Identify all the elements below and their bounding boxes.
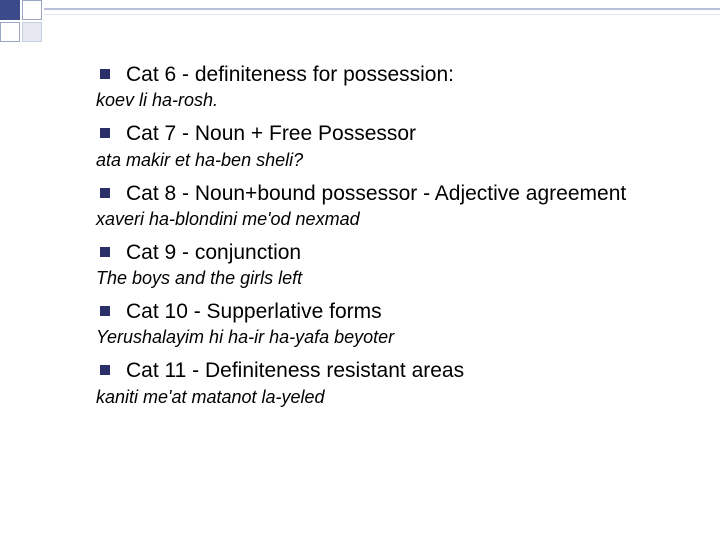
deco-square — [0, 22, 20, 42]
slide-content: Cat 6 - definiteness for possession: koe… — [100, 62, 660, 418]
list-item-example: kaniti me'at matanot la-yeled — [96, 387, 660, 408]
list-item: Cat 10 - Supperlative forms — [100, 299, 660, 325]
bullet-icon — [100, 128, 110, 138]
header-rule — [44, 14, 720, 15]
bullet-icon — [100, 247, 110, 257]
list-item-example: koev li ha-rosh. — [96, 90, 660, 111]
list-item: Cat 8 - Noun+bound possessor - Adjective… — [100, 181, 660, 207]
list-item-title: Cat 7 - Noun + Free Possessor — [126, 121, 416, 147]
list-item-example: ata makir et ha-ben sheli? — [96, 150, 660, 171]
list-item: Cat 7 - Noun + Free Possessor — [100, 121, 660, 147]
deco-square — [22, 22, 42, 42]
deco-square — [0, 0, 20, 20]
list-item-example: The boys and the girls left — [96, 268, 660, 289]
list-item-title: Cat 10 - Supperlative forms — [126, 299, 382, 325]
list-item: Cat 6 - definiteness for possession: — [100, 62, 660, 88]
bullet-icon — [100, 69, 110, 79]
deco-square — [22, 0, 42, 20]
list-item-example: xaveri ha-blondini me'od nexmad — [96, 209, 660, 230]
list-item-title: Cat 9 - conjunction — [126, 240, 301, 266]
bullet-icon — [100, 306, 110, 316]
header-rule — [44, 8, 720, 10]
bullet-icon — [100, 188, 110, 198]
list-item-title: Cat 11 - Definiteness resistant areas — [126, 358, 464, 384]
list-item: Cat 9 - conjunction — [100, 240, 660, 266]
list-item-example: Yerushalayim hi ha-ir ha-yafa beyoter — [96, 327, 660, 348]
list-item-title: Cat 8 - Noun+bound possessor - Adjective… — [126, 181, 626, 207]
list-item: Cat 11 - Definiteness resistant areas — [100, 358, 660, 384]
list-item-title: Cat 6 - definiteness for possession: — [126, 62, 454, 88]
corner-decoration — [0, 0, 60, 44]
bullet-icon — [100, 365, 110, 375]
